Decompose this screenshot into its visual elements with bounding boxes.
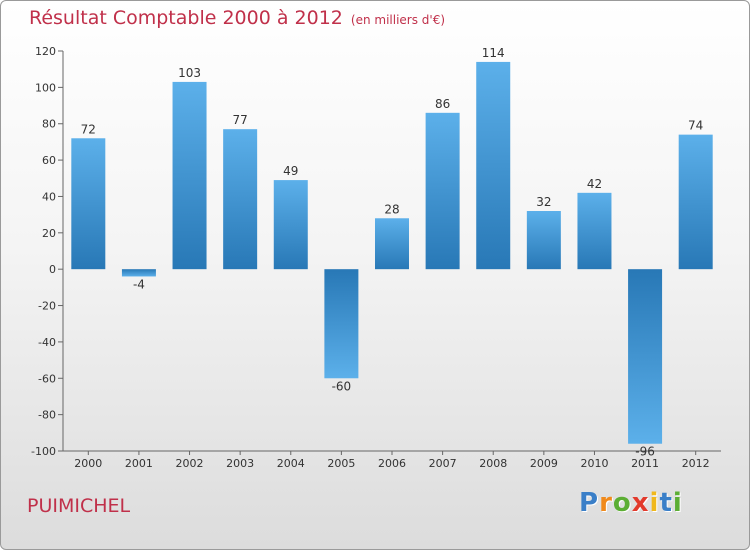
x-tick-label-2011: 2011	[631, 457, 659, 470]
location-name: PUIMICHEL	[27, 495, 131, 517]
y-tick-label: -80	[38, 409, 56, 422]
value-label-2008: 114	[482, 46, 505, 60]
y-tick-label: 120	[35, 45, 56, 58]
x-tick-label-2010: 2010	[580, 457, 608, 470]
x-tick-label-2004: 2004	[277, 457, 305, 470]
x-tick-label-2003: 2003	[226, 457, 254, 470]
value-label-2009: 32	[536, 195, 551, 209]
y-tick-label: -40	[38, 336, 56, 349]
y-tick-label: -60	[38, 372, 56, 385]
value-label-2002: 103	[178, 66, 201, 80]
y-tick-label: 60	[42, 154, 56, 167]
value-label-2012: 74	[688, 119, 703, 133]
y-tick-label: 0	[49, 263, 56, 276]
y-tick-label: 80	[42, 118, 56, 131]
axes: 120 100 80 60 40 20 0 -20 -40 -60 -80 -100 2000 2001 2…	[31, 45, 721, 470]
logo-letter: i	[649, 488, 660, 518]
x-tick-label-2001: 2001	[125, 457, 153, 470]
bar-2002	[172, 81, 207, 270]
bar-2009	[526, 211, 561, 270]
proxiti-logo: Proxiti	[579, 488, 683, 518]
bar-2012	[678, 134, 713, 270]
value-label-2004: 49	[283, 164, 298, 178]
y-tick-label: 40	[42, 190, 56, 203]
bar-2008	[476, 61, 511, 270]
value-label-2001: -4	[133, 277, 145, 291]
value-label-2003: 77	[233, 113, 248, 127]
chart-title: Résultat Comptable 2000 à 2012 (en millie…	[29, 7, 445, 29]
bar-2005	[324, 269, 359, 379]
logo-letter: i	[672, 488, 683, 518]
bars	[71, 61, 713, 444]
value-label-2006: 28	[384, 202, 399, 216]
bar-2003	[223, 129, 258, 270]
data-labels: 72 -4 103 77 49 -60 28 86 114 32 42 -96 74	[81, 46, 704, 459]
value-label-2007: 86	[435, 97, 450, 111]
logo-letter: o	[612, 488, 632, 518]
bar-2001	[121, 269, 156, 277]
x-tick-label-2007: 2007	[429, 457, 457, 470]
logo-letter: r	[599, 488, 613, 518]
title-text: Résultat Comptable 2000 à 2012	[29, 7, 343, 29]
bar-2007	[425, 112, 460, 270]
x-tick-label-2009: 2009	[530, 457, 558, 470]
x-tick-label-2008: 2008	[479, 457, 507, 470]
x-tick-label-2006: 2006	[378, 457, 406, 470]
bar-2000	[71, 138, 106, 270]
y-tick-label: -20	[38, 300, 56, 313]
x-tick-label-2002: 2002	[176, 457, 204, 470]
y-tick-label: -100	[31, 445, 56, 458]
value-label-2010: 42	[587, 177, 602, 191]
value-label-2011: -96	[635, 445, 655, 459]
x-tick-label-2012: 2012	[682, 457, 710, 470]
subtitle-text: (en milliers d'€)	[350, 13, 446, 27]
value-label-2000: 72	[81, 122, 96, 136]
x-tick-label-2005: 2005	[327, 457, 355, 470]
y-tick-label: 100	[35, 81, 56, 94]
logo-letter: x	[631, 488, 650, 518]
bar-2004	[273, 180, 308, 270]
y-tick-label: 20	[42, 227, 56, 240]
bar-2010	[577, 192, 612, 270]
logo-letter: P	[579, 488, 600, 518]
bar-2011	[628, 269, 663, 444]
x-tick-label-2000: 2000	[74, 457, 102, 470]
logo-letter: t	[659, 488, 673, 518]
value-label-2005: -60	[332, 379, 352, 393]
bar-2006	[375, 218, 409, 270]
